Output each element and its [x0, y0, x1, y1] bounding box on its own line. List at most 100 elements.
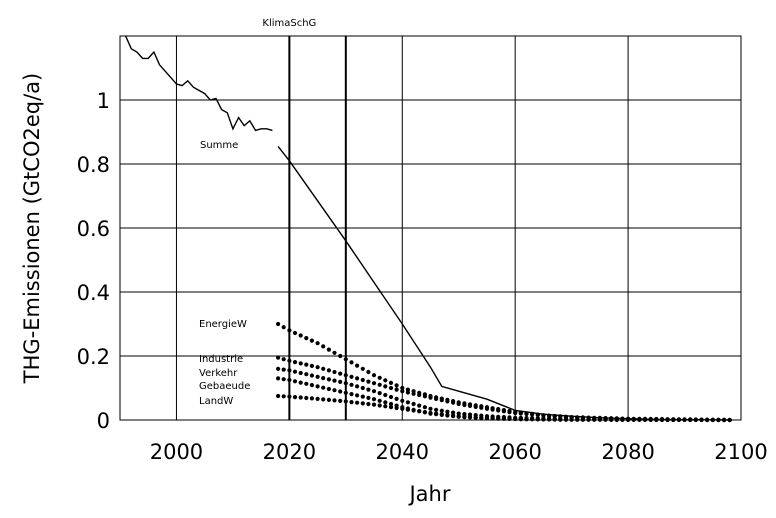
- data-point: [451, 413, 456, 418]
- data-point: [315, 374, 320, 379]
- x-tick-labels: 2000 2020 2040 2060 2080 2100: [150, 440, 768, 464]
- data-point: [338, 398, 343, 403]
- data-point: [439, 408, 444, 413]
- series-label: LandW: [199, 396, 233, 407]
- data-point: [428, 395, 433, 400]
- data-point: [535, 417, 540, 422]
- data-point: [462, 414, 467, 419]
- data-point: [343, 381, 348, 386]
- data-point: [349, 374, 354, 379]
- x-axis-title: Jahr: [407, 482, 450, 506]
- data-point: [315, 384, 320, 389]
- data-point: [366, 387, 371, 392]
- data-point: [377, 398, 382, 403]
- data-point: [360, 385, 365, 391]
- data-point: [326, 386, 331, 392]
- series-label: EnergieW: [199, 319, 247, 330]
- data-point: [513, 410, 518, 416]
- data-point: [383, 384, 388, 389]
- data-point: [343, 373, 348, 378]
- data-point: [309, 363, 314, 368]
- data-point: [355, 376, 360, 381]
- data-point: [383, 378, 388, 383]
- data-point: [428, 406, 433, 411]
- y-tick-label: 1: [97, 89, 110, 113]
- data-point: [524, 411, 529, 417]
- data-point: [338, 353, 343, 359]
- data-point: [388, 394, 394, 400]
- data-point: [445, 409, 450, 414]
- data-point: [479, 415, 484, 420]
- data-point: [417, 403, 422, 408]
- data-point: [467, 403, 473, 408]
- data-point: [541, 417, 546, 422]
- y-tick-label: 0.8: [77, 153, 110, 177]
- data-point: [292, 360, 298, 365]
- plot-frame: [119, 35, 742, 421]
- data-point: [456, 414, 461, 419]
- data-point: [411, 401, 416, 407]
- series-labels: Summe EnergieW Industrie Verkehr Gebaeude Lan…: [199, 140, 250, 407]
- data-point: [326, 377, 331, 382]
- data-point: [355, 384, 360, 389]
- data-point: [349, 392, 354, 397]
- data-point: [355, 400, 360, 405]
- data-point: [479, 405, 484, 410]
- data-point: [405, 407, 410, 412]
- data-point: [484, 406, 490, 411]
- data-point: [298, 380, 303, 385]
- data-point: [276, 366, 281, 371]
- data-point: [309, 373, 314, 378]
- x-tick-label: 2020: [263, 440, 316, 464]
- data-point: [332, 350, 337, 355]
- data-point: [332, 388, 337, 393]
- data-point: [338, 379, 343, 384]
- data-point: [304, 336, 309, 341]
- data-point: [276, 376, 281, 381]
- data-point: [281, 325, 286, 330]
- data-point: [360, 377, 365, 383]
- data-point: [321, 397, 326, 402]
- data-point: [377, 391, 382, 396]
- data-point: [338, 389, 343, 394]
- data-point: [360, 366, 365, 371]
- data-point: [535, 412, 540, 418]
- vertical-markers: KlimaSchG: [262, 18, 347, 420]
- data-point: [366, 401, 371, 407]
- data-point: [321, 344, 326, 349]
- data-point: [287, 328, 292, 333]
- data-point: [518, 411, 523, 416]
- data-point: [371, 381, 377, 386]
- data-point: [321, 366, 326, 371]
- data-point: [501, 409, 506, 414]
- data-point: [377, 403, 382, 408]
- x-tick-label: 2000: [150, 440, 203, 464]
- data-point: [281, 394, 286, 399]
- data-point: [315, 396, 320, 401]
- data-point: [377, 375, 382, 380]
- data-point: [473, 404, 478, 409]
- data-point: [371, 402, 377, 407]
- data-point: [287, 377, 292, 383]
- data-point: [281, 357, 286, 362]
- data-point: [332, 378, 337, 383]
- data-point: [467, 414, 473, 419]
- data-point: [343, 357, 348, 362]
- data-point: [366, 379, 371, 384]
- data-point: [411, 408, 416, 413]
- data-point: [332, 398, 337, 403]
- y-tick-label: 0.6: [77, 217, 110, 241]
- data-point: [276, 321, 281, 327]
- data-point: [377, 382, 382, 387]
- data-point: [338, 371, 343, 376]
- data-point: [298, 361, 303, 366]
- data-point: [309, 383, 314, 388]
- data-point: [388, 401, 394, 407]
- x-tick-label: 2080: [601, 440, 654, 464]
- data-point: [315, 341, 320, 346]
- data-point: [400, 406, 405, 411]
- data-point: [292, 395, 298, 400]
- data-point: [383, 392, 388, 398]
- data-point: [287, 358, 292, 363]
